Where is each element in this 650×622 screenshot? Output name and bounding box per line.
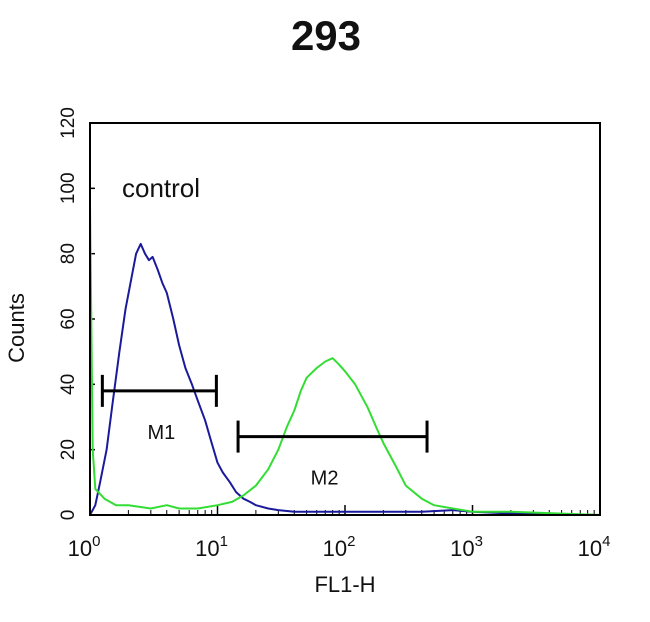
x-tick-label: 101 <box>195 533 228 561</box>
y-tick-label: 100 <box>58 172 79 204</box>
x-tick-labels: 100 101 102 103 104 <box>68 533 611 561</box>
marker-label: M2 <box>311 468 339 490</box>
series-layer <box>89 204 601 516</box>
series-line-control <box>89 242 601 516</box>
y-tick-label: 60 <box>58 308 79 329</box>
x-tick-label: 104 <box>578 533 611 561</box>
y-tick-label: 0 <box>58 510 79 521</box>
plot-frame <box>89 122 601 516</box>
y-tick-label: 120 <box>58 107 79 139</box>
series-line-sample <box>89 204 601 516</box>
x-axis-label: FL1-H <box>314 572 375 597</box>
y-tick-label: 20 <box>58 439 79 460</box>
x-tick-label: 100 <box>68 533 101 561</box>
control-annotation: control <box>122 173 200 203</box>
markers-layer: M1 M2 <box>100 374 429 490</box>
chart-title: 293 <box>291 12 361 59</box>
x-tick-label: 102 <box>323 533 356 561</box>
y-tick-label: 40 <box>58 374 79 395</box>
y-axis-label: Counts <box>4 293 29 363</box>
x-tick-label: 103 <box>450 533 483 561</box>
marker-label: M1 <box>147 422 175 444</box>
y-tick-label: 80 <box>58 243 79 264</box>
y-tick-labels: 0 20 40 60 80 100 120 <box>58 107 79 520</box>
